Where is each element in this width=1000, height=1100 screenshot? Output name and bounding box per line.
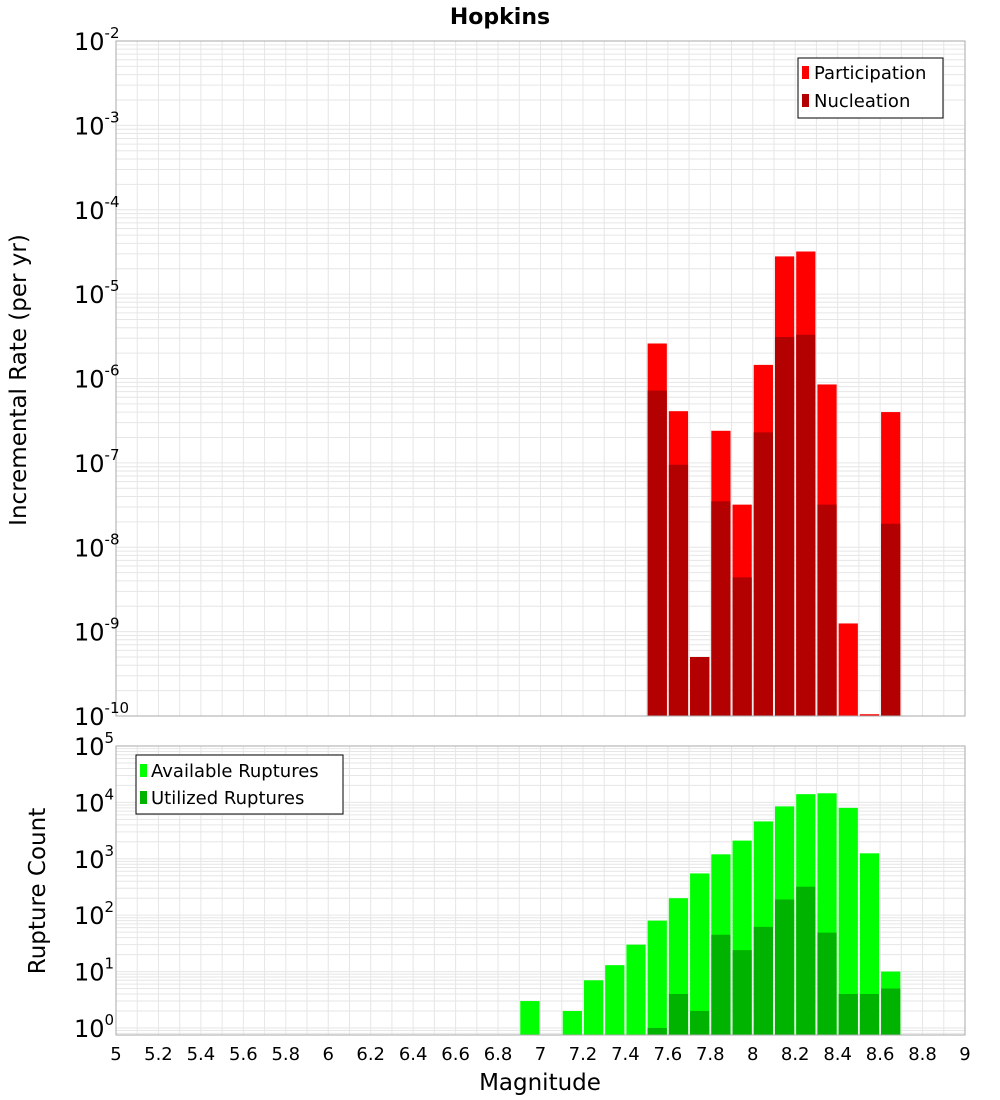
x-tick-label: 8.6	[866, 1044, 895, 1065]
count-y-axis-label: Rupture Count	[25, 808, 51, 974]
rate-y-tick-label: 10-10	[74, 699, 129, 731]
rate-legend-box	[797, 57, 944, 119]
rate-y-tick-label: 10-3	[74, 108, 120, 140]
x-tick-label: 7	[535, 1044, 546, 1065]
x-tick-label: 6	[323, 1044, 334, 1065]
x-tick-label: 5.6	[229, 1044, 258, 1065]
x-tick-labels: 5 5.2 5.4 5.6 5.8 6 6.2 6.4 6.6 6.8 7 7.2 7.4 7.6 7.8 8…	[110, 1044, 970, 1065]
available-ruptures-bar	[520, 1001, 540, 1035]
nucleation-legend-swatch	[802, 94, 809, 107]
nucleation-bar	[668, 464, 689, 716]
x-tick-label: 6.8	[484, 1044, 513, 1065]
available-legend-swatch	[140, 764, 147, 777]
available-ruptures-bar	[562, 1010, 582, 1035]
count-y-tick-label: 100	[74, 1011, 114, 1043]
rate-y-tick-label: 10-9	[74, 615, 120, 647]
count-bars	[520, 793, 901, 1035]
nucleation-bar	[732, 577, 752, 716]
utilized-ruptures-bar	[668, 994, 689, 1035]
utilized-legend-label: Utilized Ruptures	[151, 788, 304, 809]
x-tick-label: 5.2	[144, 1044, 173, 1065]
available-ruptures-bar	[605, 965, 625, 1035]
nucleation-bar	[881, 523, 901, 716]
count-panel: 105 104 103 102 101 100 Rupture Count Availab…	[25, 729, 966, 1043]
rate-y-tick-labels: 10-2 10-3 10-4 10-5 10-6 10-7 10-8 10-9 10-10	[74, 24, 129, 731]
rate-y-tick-label: 10-7	[74, 446, 120, 478]
x-tick-label: 6.6	[441, 1044, 470, 1065]
rate-panel: 10-2 10-3 10-4 10-5 10-6 10-7 10-8 10-9 10-10 In…	[6, 24, 966, 731]
participation-legend-swatch	[802, 66, 809, 79]
utilized-ruptures-bar	[859, 994, 880, 1035]
utilized-ruptures-bar	[817, 932, 837, 1035]
count-legend: Available Ruptures Utilized Ruptures	[135, 754, 344, 815]
x-tick-label: 7.4	[611, 1044, 640, 1065]
utilized-ruptures-bar	[881, 988, 901, 1035]
rate-y-tick-label: 10-6	[74, 362, 120, 394]
rate-bars	[647, 251, 901, 716]
nucleation-bar	[796, 334, 816, 716]
utilized-ruptures-bar	[774, 899, 795, 1035]
count-y-tick-label: 104	[74, 785, 114, 817]
utilized-ruptures-bar	[732, 950, 752, 1035]
nucleation-bar	[774, 337, 795, 716]
utilized-legend-swatch	[140, 791, 147, 804]
x-tick-label: 6.4	[399, 1044, 428, 1065]
nucleation-bar	[753, 432, 773, 716]
count-y-tick-labels: 105 104 103 102 101 100	[74, 729, 114, 1043]
utilized-ruptures-bar	[796, 886, 816, 1035]
rate-legend: Participation Nucleation	[797, 57, 944, 119]
x-tick-label: 8.8	[908, 1044, 937, 1065]
x-tick-label: 7.2	[569, 1044, 598, 1065]
utilized-ruptures-bar	[838, 994, 858, 1035]
x-tick-label: 8.2	[781, 1044, 810, 1065]
utilized-ruptures-bar	[711, 934, 731, 1035]
x-tick-label: 7.8	[696, 1044, 725, 1065]
rate-y-tick-label: 10-8	[74, 530, 120, 562]
chart-title: Hopkins	[450, 5, 550, 30]
nucleation-legend-label: Nucleation	[814, 91, 910, 112]
count-y-tick-label: 101	[74, 955, 114, 987]
rate-y-axis-label: Incremental Rate (per yr)	[6, 234, 32, 526]
count-y-tick-label: 103	[74, 842, 114, 874]
available-ruptures-bar	[647, 920, 667, 1035]
x-tick-label: 8	[747, 1044, 758, 1065]
utilized-ruptures-bar	[647, 1027, 667, 1035]
available-legend-label: Available Ruptures	[151, 761, 319, 782]
available-ruptures-bar	[859, 853, 880, 1035]
x-axis-label: Magnitude	[479, 1070, 601, 1096]
nucleation-bar	[817, 504, 837, 716]
rate-y-tick-label: 10-4	[74, 193, 120, 225]
rate-y-tick-label: 10-5	[74, 277, 120, 309]
nucleation-bar	[711, 501, 731, 716]
nucleation-bar	[647, 390, 667, 716]
available-ruptures-bar	[690, 873, 710, 1035]
participation-legend-label: Participation	[814, 63, 926, 84]
x-tick-label: 7.6	[654, 1044, 683, 1065]
participation-bar	[859, 714, 880, 716]
x-tick-label: 6.2	[356, 1044, 385, 1065]
participation-bar	[838, 623, 858, 716]
available-ruptures-bar	[626, 944, 646, 1035]
utilized-ruptures-bar	[753, 926, 773, 1035]
rate-y-tick-label: 10-2	[74, 24, 120, 56]
rate-gridlines	[115, 41, 966, 717]
utilized-ruptures-bar	[690, 1010, 710, 1035]
nucleation-bar	[690, 657, 710, 716]
x-tick-label: 9	[959, 1044, 970, 1065]
x-tick-label: 5.4	[187, 1044, 216, 1065]
available-ruptures-bar	[838, 807, 858, 1035]
available-ruptures-bar	[583, 980, 604, 1035]
x-tick-label: 5.8	[271, 1044, 300, 1065]
x-tick-label: 8.4	[823, 1044, 852, 1065]
rate-plot-frame	[115, 40, 966, 717]
count-plot-frame	[115, 745, 966, 1036]
count-legend-box	[135, 754, 344, 815]
count-y-tick-label: 102	[74, 898, 114, 930]
x-tick-label: 5	[110, 1044, 121, 1065]
count-y-tick-label: 105	[74, 729, 114, 761]
